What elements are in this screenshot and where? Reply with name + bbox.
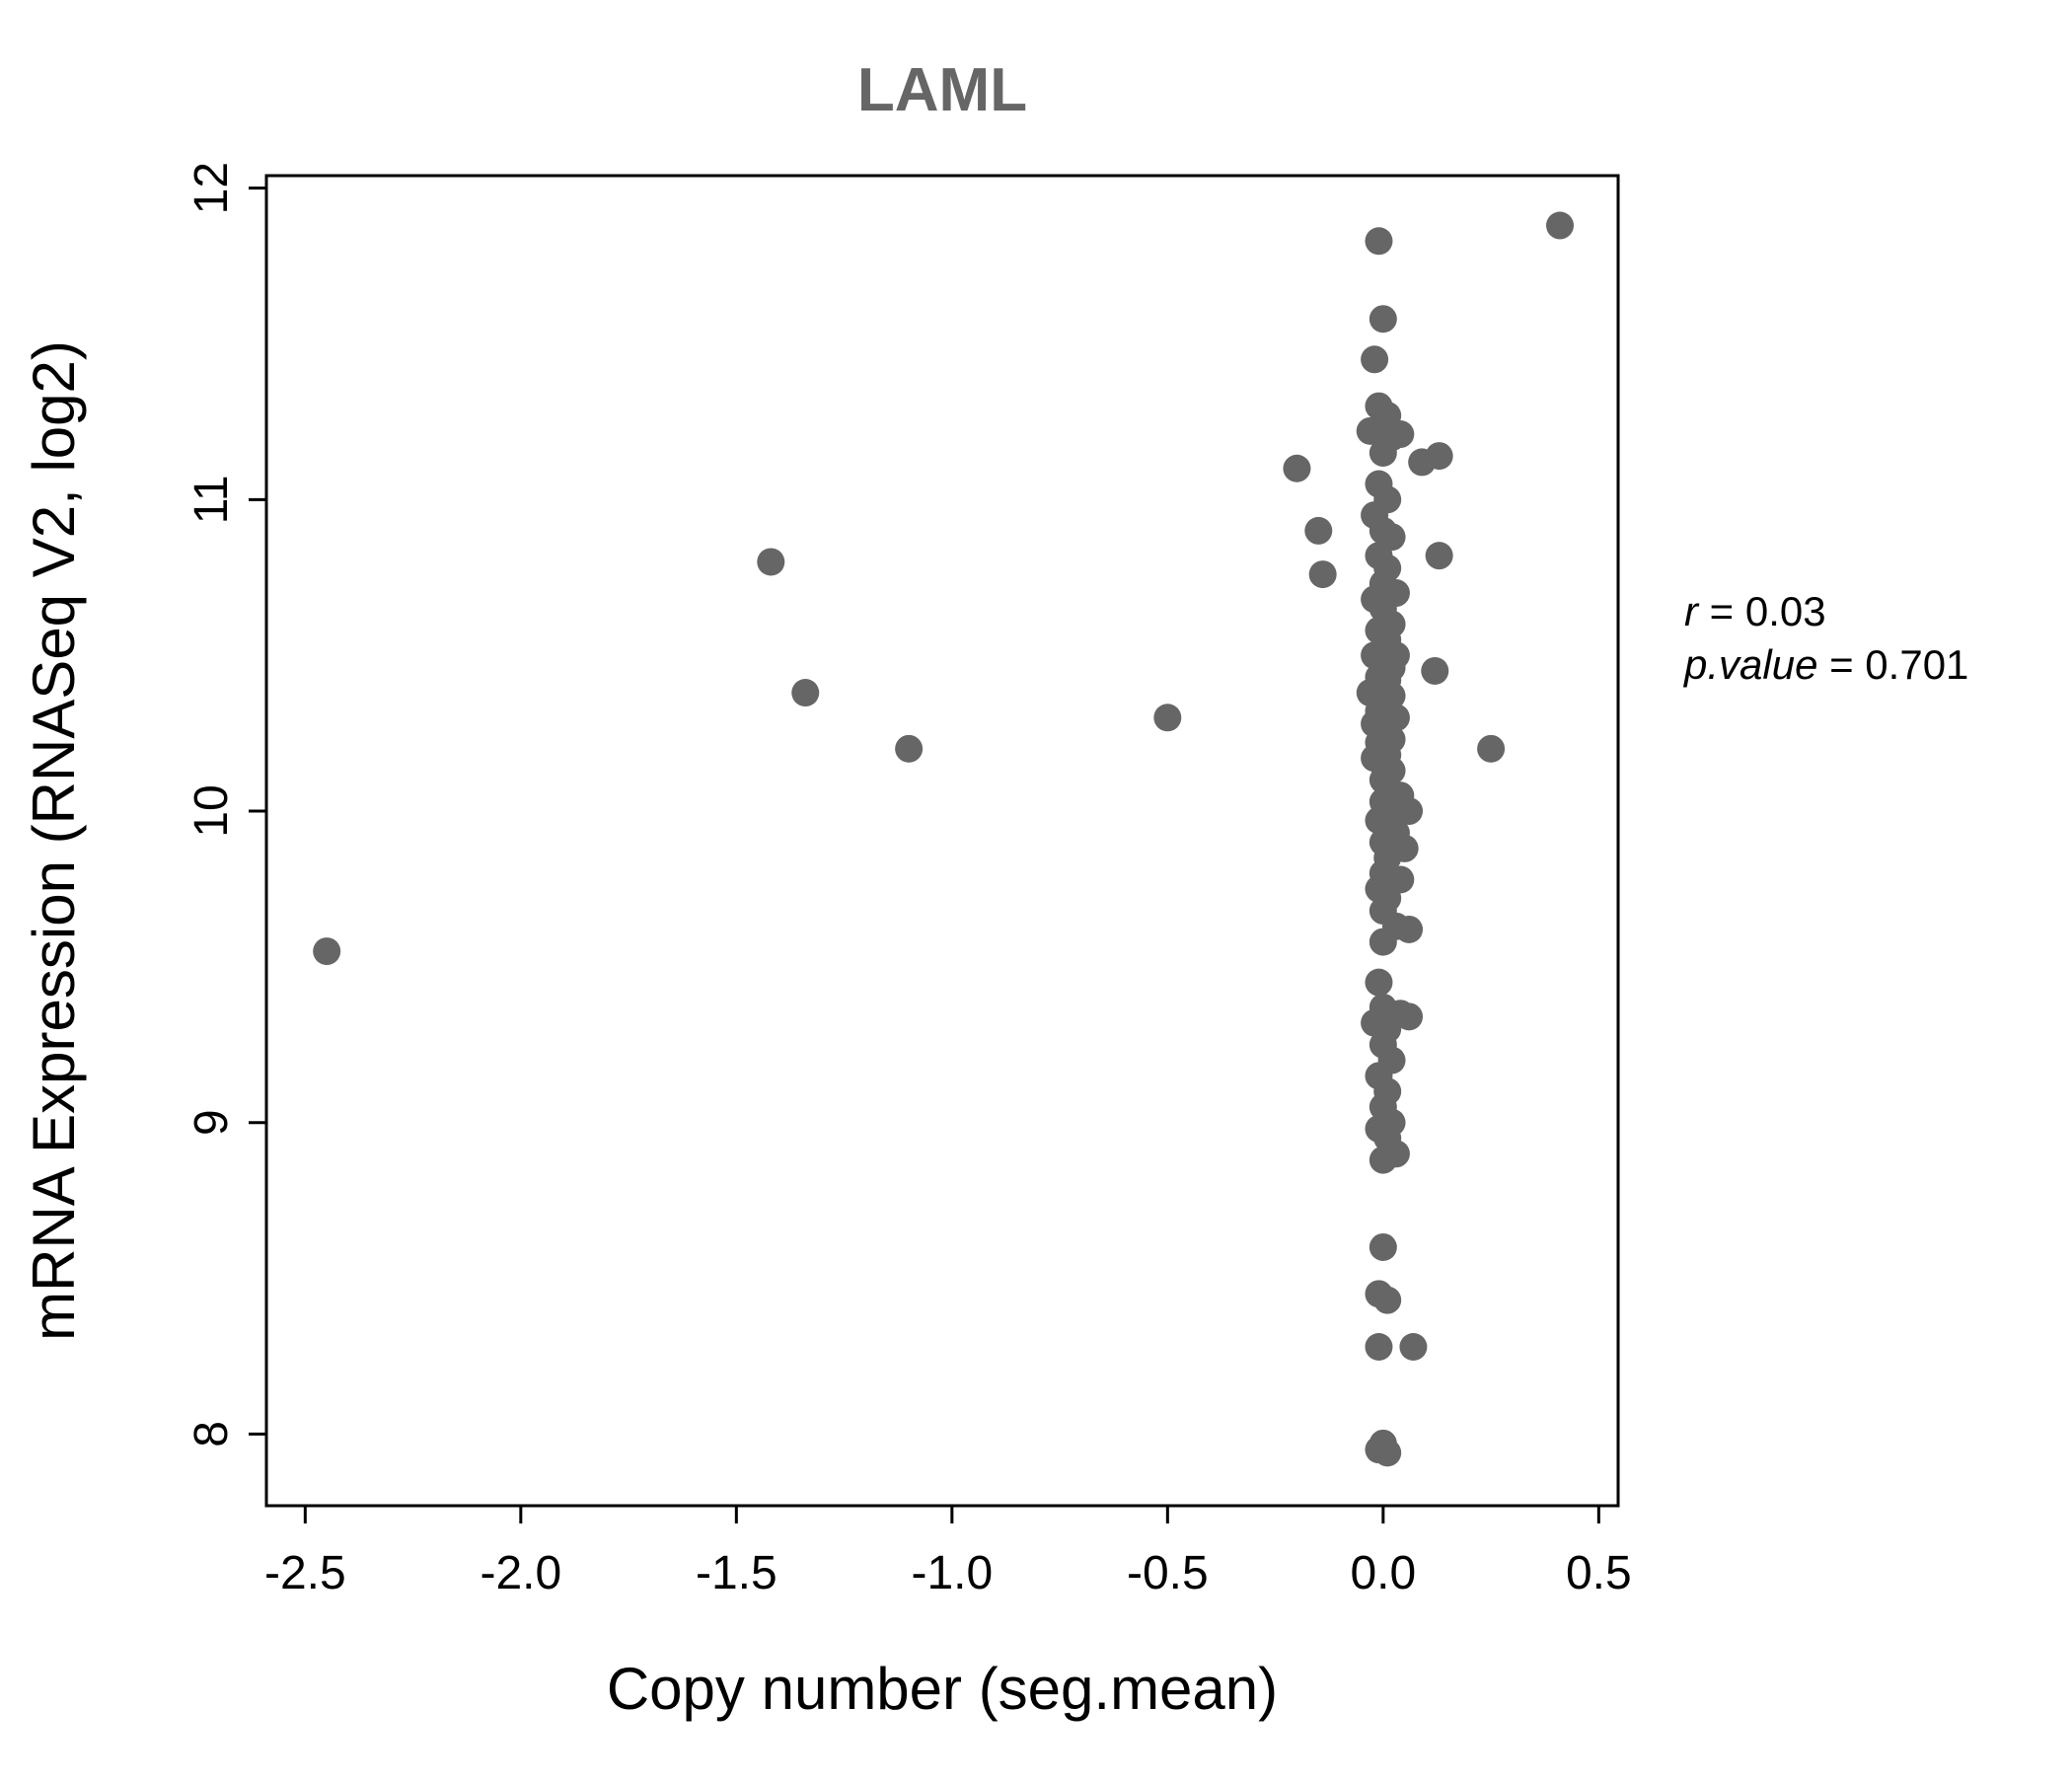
chart-title: LAML <box>857 56 1027 124</box>
x-tick-label: -1.5 <box>696 1547 777 1599</box>
data-point <box>1369 1232 1397 1261</box>
data-point <box>1369 1146 1397 1174</box>
annotation-p-value: p.value = 0.701 <box>1682 641 1968 688</box>
data-point <box>1361 345 1389 374</box>
y-axis-ticks: 8 9 10 11 12 <box>185 162 266 1447</box>
correlation-annotation: r = 0.03 p.value = 0.701 <box>1682 588 1968 688</box>
data-point <box>1369 1429 1397 1457</box>
x-tick-label: 0.5 <box>1566 1547 1632 1599</box>
data-point <box>313 937 341 966</box>
x-tick-label: -2.5 <box>264 1547 346 1599</box>
data-point <box>1373 1286 1402 1314</box>
x-tick-label: 0.0 <box>1350 1547 1416 1599</box>
x-tick-label: -0.5 <box>1127 1547 1209 1599</box>
data-point <box>1425 542 1453 570</box>
data-point <box>1546 211 1575 240</box>
data-point <box>1308 560 1337 589</box>
x-tick-label: -1.0 <box>911 1547 993 1599</box>
data-point <box>1408 448 1437 477</box>
data-point <box>1283 454 1311 482</box>
x-axis-ticks: -2.5 -2.0 -1.5 -1.0 -0.5 0.0 0.5 <box>264 1506 1632 1599</box>
y-axis-label: mRNA Expression (RNASeq V2, log2) <box>21 340 87 1341</box>
data-point <box>1395 1002 1424 1031</box>
data-point <box>757 548 785 576</box>
x-tick-label: -2.0 <box>480 1547 561 1599</box>
data-point <box>1369 438 1397 467</box>
y-tick-label: 10 <box>185 784 238 837</box>
data-points <box>313 211 1575 1467</box>
data-point <box>1304 516 1333 545</box>
data-point <box>1356 416 1384 445</box>
y-tick-label: 11 <box>185 475 238 524</box>
plot-box <box>264 174 1620 1508</box>
data-point <box>1399 1332 1428 1361</box>
y-tick-label: 9 <box>185 1109 238 1136</box>
data-point <box>1369 305 1397 334</box>
data-point <box>1386 420 1415 449</box>
x-axis-label: Copy number (seg.mean) <box>607 1656 1278 1722</box>
data-point <box>1477 734 1506 763</box>
data-point <box>895 734 924 763</box>
data-point <box>1365 968 1393 997</box>
annotation-r-value: r = 0.03 <box>1684 588 1826 634</box>
data-point <box>791 679 820 707</box>
data-point <box>1369 928 1397 956</box>
y-tick-label: 12 <box>185 162 238 214</box>
data-point <box>1365 227 1393 256</box>
y-tick-label: 8 <box>185 1421 238 1447</box>
data-point <box>1153 704 1182 732</box>
data-point <box>1421 656 1449 685</box>
data-point <box>1365 1332 1393 1361</box>
data-point <box>1395 797 1424 826</box>
data-point <box>1395 915 1424 943</box>
